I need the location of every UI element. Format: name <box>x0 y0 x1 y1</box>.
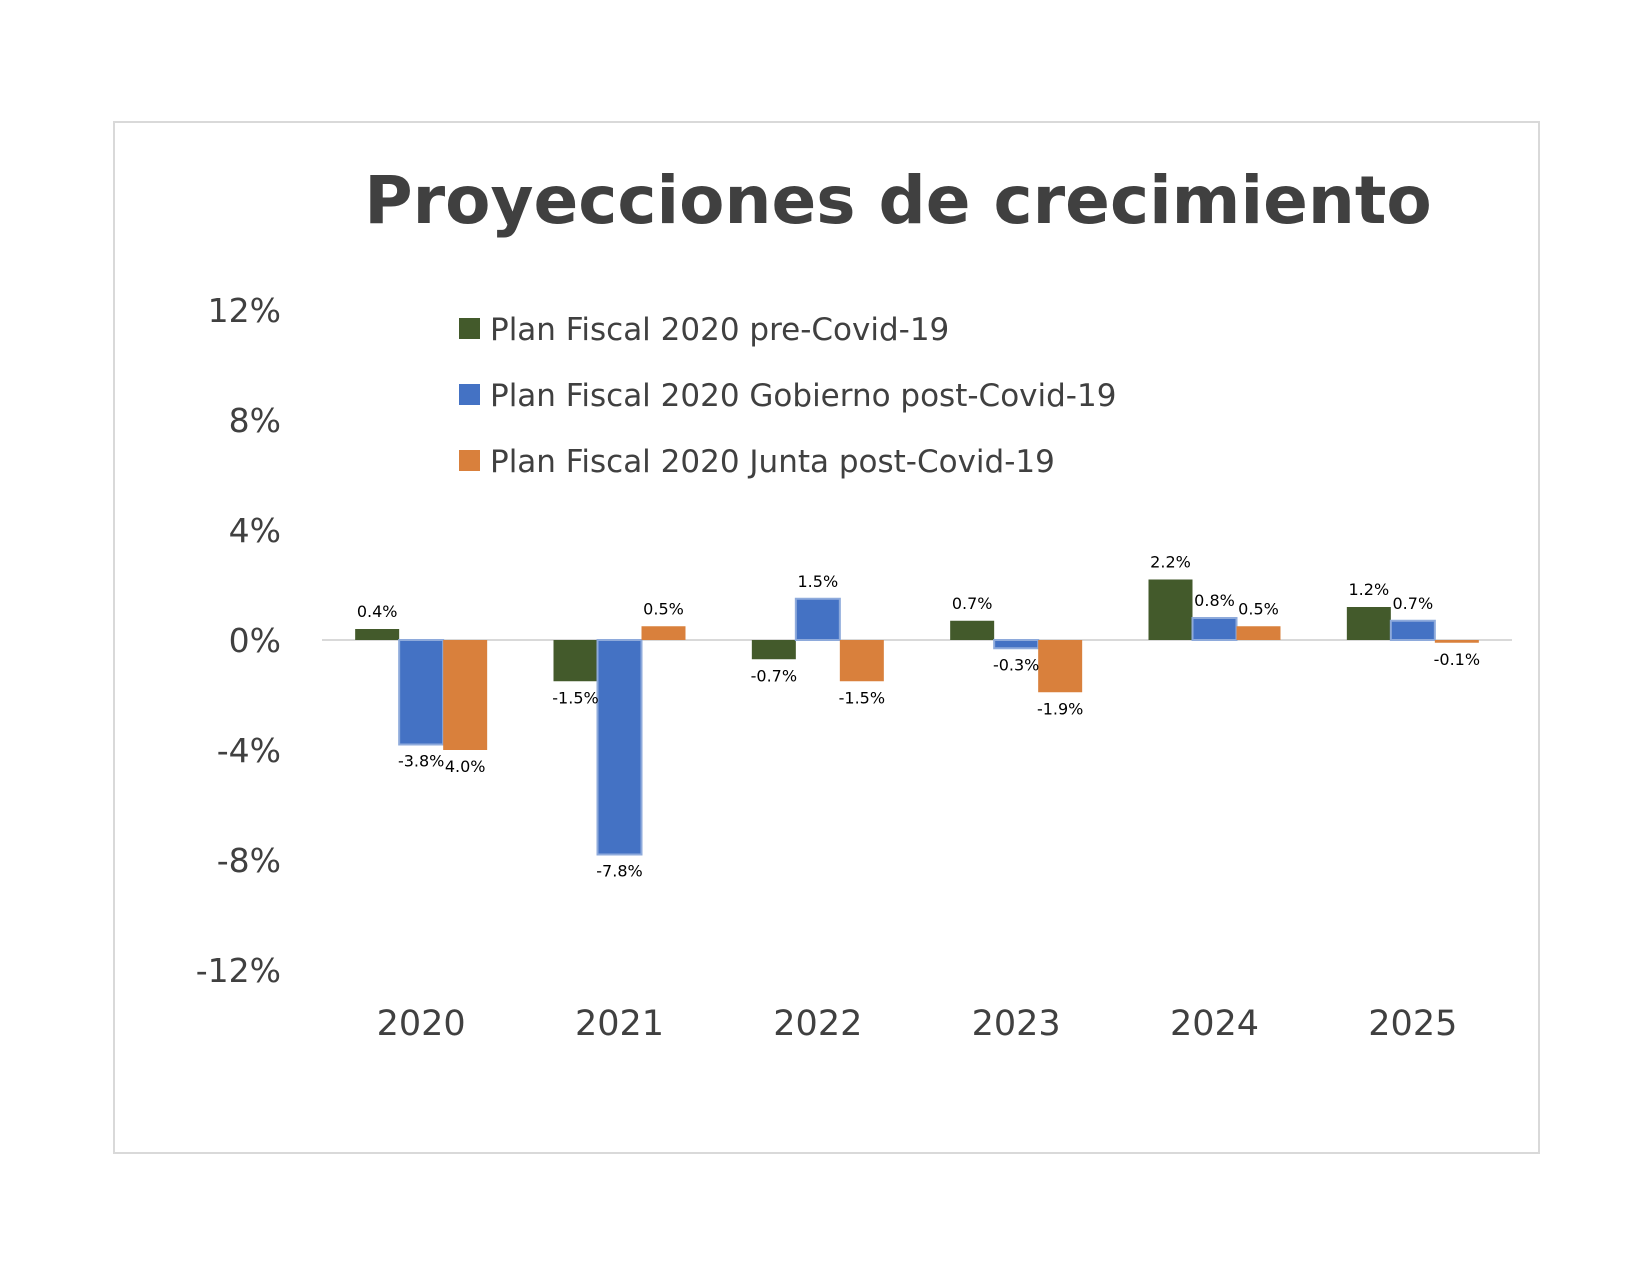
bar <box>993 639 1040 650</box>
data-label: 4.0% <box>445 757 486 776</box>
bar <box>596 639 643 856</box>
data-label: 0.8% <box>1194 591 1235 610</box>
legend-label: Plan Fiscal 2020 pre-Covid-19 <box>490 312 949 348</box>
bar <box>443 640 488 750</box>
data-label: -0.3% <box>993 655 1039 674</box>
bar <box>1148 579 1193 640</box>
x-tick-label: 2020 <box>377 1004 466 1044</box>
data-label: -1.5% <box>839 688 885 707</box>
bar <box>1346 607 1391 640</box>
x-tick-label: 2025 <box>1368 1004 1457 1044</box>
data-label: 1.5% <box>798 572 839 591</box>
data-label: 0.7% <box>952 594 993 613</box>
y-tick-label: -4% <box>217 731 281 770</box>
x-tick-label: 2024 <box>1170 1004 1259 1044</box>
legend-label: Plan Fiscal 2020 Junta post-Covid-19 <box>490 444 1055 480</box>
data-label: 2.2% <box>1150 553 1191 572</box>
data-label: -0.7% <box>751 666 797 685</box>
bar <box>1389 619 1436 641</box>
bar <box>794 597 841 641</box>
y-tick-label: 0% <box>229 621 281 660</box>
data-labels: 0.4% -1.5% -0.7% 0.7% 2.2% 1.2% -3.8% -7.8% 1.5%… <box>357 553 1480 881</box>
bar <box>641 626 686 640</box>
y-tick-label: -12% <box>196 951 281 990</box>
bar <box>1236 626 1281 640</box>
bar <box>553 640 598 682</box>
y-tick-label: 8% <box>229 401 281 440</box>
chart-title: Proyecciones de crecimiento <box>364 162 1431 239</box>
y-tick-label: 12% <box>208 291 281 330</box>
bar <box>398 639 445 746</box>
data-label: -0.1% <box>1434 650 1480 669</box>
data-label: 0.4% <box>357 602 398 621</box>
bar <box>839 640 884 682</box>
bar <box>1434 640 1479 643</box>
x-tick-label: 2023 <box>972 1004 1061 1044</box>
data-label: 0.5% <box>643 599 684 618</box>
bar <box>1038 640 1083 693</box>
data-label: -3.8% <box>398 752 444 771</box>
y-tick-label: -8% <box>217 841 281 880</box>
bars <box>355 579 1479 856</box>
data-label: 1.2% <box>1349 580 1390 599</box>
y-axis: 12% 8% 4% 0% -4% -8% -12% <box>196 291 1512 990</box>
data-label: 0.5% <box>1238 599 1279 618</box>
legend-label: Plan Fiscal 2020 Gobierno post-Covid-19 <box>490 378 1116 414</box>
x-axis: 2020 2021 2022 2023 2024 2025 <box>377 1004 1458 1044</box>
legend: Plan Fiscal 2020 pre-Covid-19 Plan Fiscal… <box>459 312 1116 480</box>
bar <box>751 640 796 660</box>
bar <box>950 620 995 640</box>
x-tick-label: 2021 <box>575 1004 664 1044</box>
data-label: -7.8% <box>596 862 642 881</box>
legend-swatch <box>459 384 480 405</box>
data-label: 0.7% <box>1393 594 1434 613</box>
data-label: -1.5% <box>552 688 598 707</box>
bar <box>355 629 400 640</box>
y-tick-label: 4% <box>229 511 281 550</box>
data-label: -1.9% <box>1037 699 1083 718</box>
legend-swatch <box>459 450 480 471</box>
legend-swatch <box>459 318 480 339</box>
x-tick-label: 2022 <box>773 1004 862 1044</box>
bar <box>1191 617 1238 641</box>
